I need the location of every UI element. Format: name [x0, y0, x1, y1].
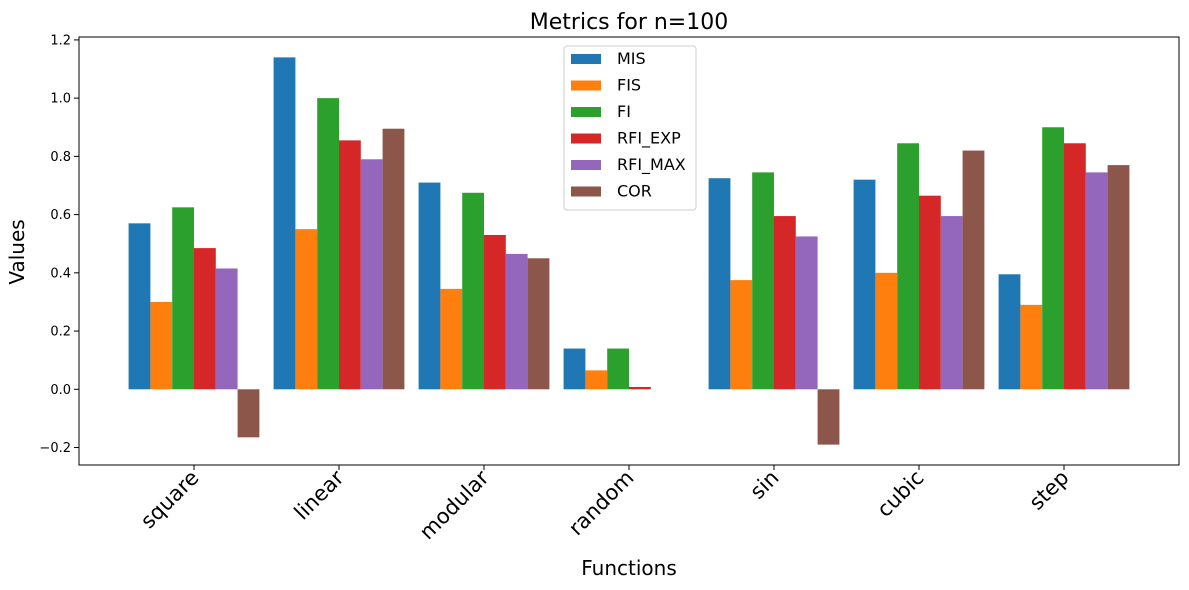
legend-swatch-rfi-exp: [571, 133, 601, 144]
legend-label-mis: MIS: [617, 49, 646, 68]
bars: [128, 57, 1130, 445]
x-tick-label-square: square: [136, 466, 204, 534]
bar-fi-step: [1042, 127, 1064, 390]
bar-rfi-max-square: [215, 268, 238, 390]
y-axis-label: Values: [5, 219, 29, 284]
bar-mis-cubic: [853, 179, 876, 390]
y-tick-label: 1.0: [50, 92, 71, 107]
x-tick-label-step: step: [1024, 466, 1073, 515]
bar-fis-linear: [295, 229, 318, 390]
legend-label-fis: FIS: [617, 76, 641, 95]
legend-swatch-rfi-max: [571, 160, 601, 170]
bar-fi-random: [607, 348, 629, 390]
bar-cor-cubic: [962, 150, 985, 390]
bar-cor-sin: [817, 389, 840, 445]
bar-mis-sin: [708, 178, 731, 390]
bar-fi-square: [172, 207, 194, 390]
bar-mis-square: [128, 223, 151, 390]
legend-label-rfi-exp: RFI_EXP: [617, 129, 681, 149]
bar-rfi-exp-cubic: [919, 195, 941, 390]
bar-rfi-max-step: [1085, 172, 1108, 390]
bar-rfi-exp-step: [1064, 143, 1086, 390]
legend-swatch-cor: [571, 186, 601, 197]
bar-rfi-exp-sin: [774, 216, 796, 390]
y-tick-label: 0.2: [50, 325, 71, 340]
bar-fis-sin: [730, 280, 753, 390]
legend-label-cor: COR: [617, 182, 652, 201]
x-tick-label-linear: linear: [290, 465, 349, 524]
legend-swatch-fi: [571, 107, 601, 117]
x-tick-label-cubic: cubic: [872, 466, 928, 522]
bar-fi-linear: [317, 98, 339, 390]
bar-fi-modular: [462, 192, 484, 390]
chart-title: Metrics for n=100: [530, 10, 728, 35]
bar-mis-random: [563, 348, 586, 390]
bar-fis-square: [150, 301, 173, 390]
bar-mis-modular: [418, 182, 441, 390]
bar-cor-step: [1107, 165, 1130, 390]
x-axis-ticks: square linear modular random sin cubic step: [136, 465, 1074, 544]
y-tick-label: −0.2: [39, 441, 71, 456]
plot-frame: [78, 36, 1180, 466]
y-tick-label: 1.2: [50, 33, 71, 48]
bar-rfi-exp-random: [629, 386, 651, 390]
legend-label-rfi-max: RFI_MAX: [617, 155, 686, 175]
x-axis-label: Functions: [581, 556, 677, 580]
x-tick-label-modular: modular: [415, 465, 494, 544]
legend: MIS FIS FI RFI_EXP RFI_MAX COR: [563, 45, 697, 211]
bar-fis-cubic: [875, 272, 898, 390]
y-tick-label: 0.6: [50, 208, 71, 223]
bar-fi-sin: [752, 172, 774, 390]
y-axis-ticks: −0.2 0.0 0.2 0.4 0.6 0.8 1.0 1.2: [39, 33, 79, 456]
bar-rfi-max-cubic: [940, 216, 963, 390]
x-tick-label-sin: sin: [745, 466, 783, 504]
y-tick-label: 0.8: [50, 150, 71, 165]
legend-swatch-mis: [571, 54, 601, 64]
bar-rfi-exp-square: [194, 248, 216, 390]
bar-cor-modular: [527, 258, 550, 390]
bar-fis-step: [1020, 304, 1043, 390]
bar-rfi-max-modular: [505, 253, 528, 390]
x-tick-label-random: random: [564, 466, 639, 541]
bar-mis-step: [998, 274, 1021, 390]
bar-rfi-exp-modular: [484, 234, 506, 390]
bar-rfi-max-sin: [795, 236, 818, 390]
bar-fis-modular: [440, 288, 463, 390]
bar-fis-random: [585, 370, 608, 390]
bar-cor-linear: [382, 128, 405, 390]
bar-cor-square: [237, 389, 260, 438]
y-tick-label: 0.4: [50, 266, 71, 281]
y-tick-label: 0.0: [50, 383, 71, 398]
bar-fi-cubic: [897, 143, 919, 390]
legend-label-fi: FI: [617, 102, 631, 121]
bar-rfi-exp-linear: [339, 140, 361, 390]
bar-rfi-max-linear: [360, 159, 383, 390]
bar-mis-linear: [273, 57, 296, 390]
legend-swatch-fis: [571, 80, 601, 91]
